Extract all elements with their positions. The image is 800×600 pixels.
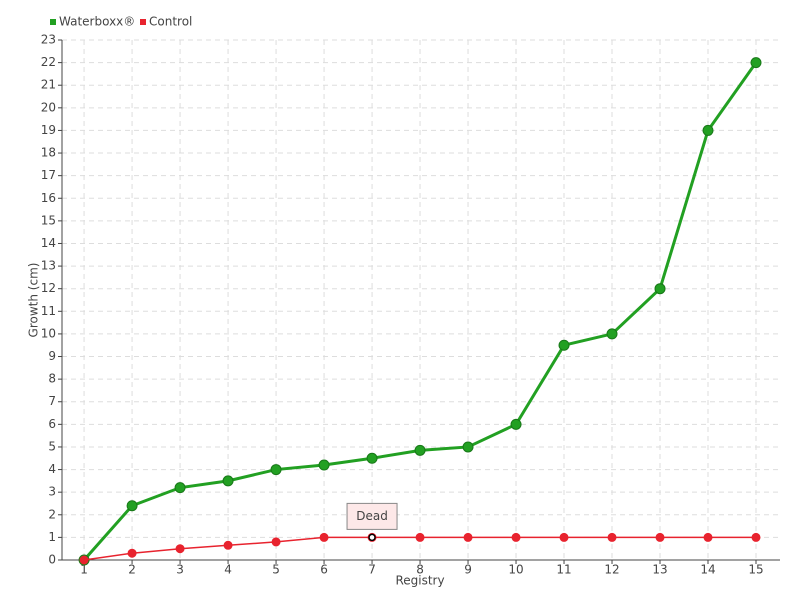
data-point: [606, 328, 618, 340]
data-point: [415, 532, 425, 542]
data-point: [463, 532, 473, 542]
y-tick-label: 8: [48, 372, 56, 386]
y-tick-label: 0: [48, 553, 56, 567]
y-tick-label: 22: [41, 55, 56, 69]
data-point: [271, 537, 281, 547]
data-point: [366, 452, 378, 464]
x-axis-label: Registry: [395, 574, 444, 588]
y-tick-label: 14: [41, 236, 56, 250]
data-point: [751, 532, 761, 542]
data-point: [607, 532, 617, 542]
x-tick-label: 3: [176, 563, 184, 577]
data-point: [319, 532, 329, 542]
y-tick-label: 6: [48, 417, 56, 431]
x-tick-label: 7: [368, 563, 376, 577]
y-axis-label: Growth (cm): [27, 263, 41, 338]
x-tick-label: 8: [416, 563, 424, 577]
x-tick-label: 1: [80, 563, 88, 577]
y-tick-label: 7: [48, 394, 56, 408]
y-tick-label: 19: [41, 123, 56, 137]
data-point: [510, 418, 522, 430]
annotation-text: Dead: [356, 509, 388, 523]
data-point: [558, 339, 570, 351]
annotation-box: [346, 502, 398, 530]
annotation-marker: [368, 533, 376, 542]
y-tick-label: 11: [41, 304, 56, 318]
y-tick-label: 16: [41, 191, 56, 205]
x-tick-label: 12: [604, 563, 619, 577]
data-point: [414, 444, 426, 456]
legend-label: Control: [149, 15, 192, 29]
y-tick-label: 12: [41, 281, 56, 295]
y-tick-label: 15: [41, 213, 56, 227]
y-tick-label: 10: [41, 326, 56, 340]
legend-swatch: [50, 19, 56, 25]
data-point: [655, 532, 665, 542]
y-tick-label: 2: [48, 507, 56, 521]
data-point: [462, 441, 474, 453]
x-tick-label: 6: [320, 563, 328, 577]
data-point: [126, 500, 138, 512]
x-tick-label: 15: [748, 563, 763, 577]
data-point: [222, 475, 234, 487]
data-point: [174, 482, 186, 494]
y-tick-label: 21: [41, 78, 56, 92]
x-tick-label: 9: [464, 563, 472, 577]
x-tick-label: 14: [700, 563, 715, 577]
data-point: [127, 548, 137, 558]
data-point: [318, 459, 330, 471]
data-point: [223, 540, 233, 550]
y-tick-label: 3: [48, 485, 56, 499]
y-tick-label: 9: [48, 349, 56, 363]
y-tick-label: 20: [41, 100, 56, 114]
x-tick-label: 10: [508, 563, 523, 577]
y-tick-label: 4: [48, 462, 56, 476]
data-point: [703, 532, 713, 542]
y-tick-label: 1: [48, 530, 56, 544]
x-tick-label: 4: [224, 563, 232, 577]
legend-label: Waterboxx®: [59, 15, 135, 29]
data-point: [654, 283, 666, 295]
x-tick-label: 5: [272, 563, 280, 577]
data-point: [750, 57, 762, 69]
x-tick-label: 13: [652, 563, 667, 577]
data-point: [270, 464, 282, 476]
data-point: [175, 544, 185, 554]
data-point: [702, 124, 714, 136]
y-tick-label: 17: [41, 168, 56, 182]
data-point: [559, 532, 569, 542]
x-tick-label: 2: [128, 563, 136, 577]
data-point: [79, 555, 89, 565]
data-point: [511, 532, 521, 542]
y-tick-label: 23: [41, 33, 56, 47]
y-tick-label: 18: [41, 146, 56, 160]
x-tick-label: 11: [556, 563, 571, 577]
y-tick-label: 5: [48, 439, 56, 453]
y-tick-label: 13: [41, 259, 56, 273]
legend-swatch: [140, 19, 146, 25]
